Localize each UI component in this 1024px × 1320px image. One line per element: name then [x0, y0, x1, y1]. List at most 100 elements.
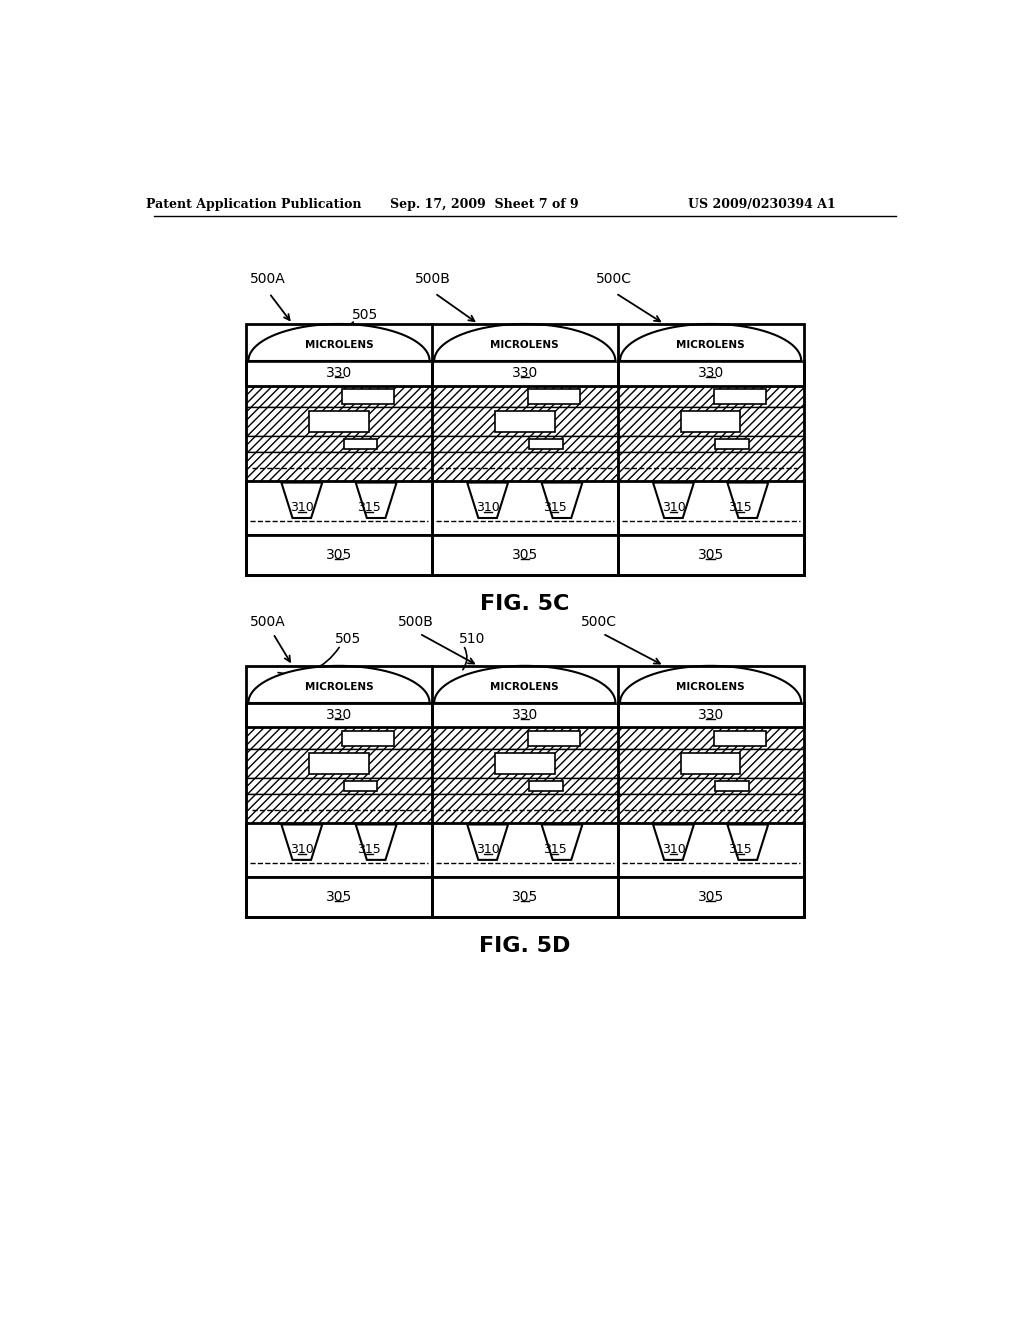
Bar	[246, 407, 432, 437]
Text: 305: 305	[697, 890, 724, 904]
Text: 305: 305	[326, 890, 352, 904]
Polygon shape	[542, 825, 583, 859]
Text: 510: 510	[460, 632, 485, 645]
Bar	[617, 360, 804, 385]
Text: US 2009/0230394 A1: US 2009/0230394 A1	[688, 198, 836, 211]
Text: 500B: 500B	[397, 615, 433, 628]
Bar	[617, 727, 804, 748]
Text: 330: 330	[326, 366, 352, 380]
Bar	[617, 822, 804, 876]
Text: 310: 310	[476, 843, 500, 857]
Text: 305: 305	[326, 548, 352, 562]
Text: MICROLENS: MICROLENS	[305, 341, 374, 350]
Bar	[432, 793, 617, 822]
Bar	[342, 731, 394, 746]
Text: 305: 305	[512, 890, 538, 904]
Text: Patent Application Publication: Patent Application Publication	[146, 198, 361, 211]
Bar	[617, 451, 804, 480]
Text: 310: 310	[476, 502, 500, 515]
Bar	[309, 412, 369, 432]
Polygon shape	[282, 825, 323, 859]
Bar	[529, 781, 563, 791]
Bar	[617, 437, 804, 451]
Polygon shape	[653, 483, 694, 517]
Bar	[432, 407, 617, 437]
Text: 310: 310	[290, 843, 313, 857]
Text: 330: 330	[512, 708, 538, 722]
Bar	[246, 323, 804, 576]
Bar	[309, 754, 369, 774]
Bar	[246, 451, 432, 480]
Text: 315: 315	[543, 843, 566, 857]
Text: 500C: 500C	[596, 272, 632, 286]
Text: 315: 315	[356, 502, 381, 515]
Polygon shape	[467, 825, 508, 859]
Text: 500A: 500A	[250, 615, 286, 628]
Bar	[495, 754, 555, 774]
Bar	[617, 748, 804, 779]
Bar	[714, 389, 766, 404]
Text: 315: 315	[543, 502, 566, 515]
Bar	[246, 702, 432, 727]
Text: 315: 315	[356, 843, 381, 857]
Text: 330: 330	[697, 708, 724, 722]
Polygon shape	[727, 483, 768, 517]
Bar	[617, 793, 804, 822]
Text: 330: 330	[512, 366, 538, 380]
Text: MICROLENS: MICROLENS	[676, 341, 744, 350]
Text: 500C: 500C	[581, 615, 616, 628]
Polygon shape	[727, 825, 768, 859]
Text: FIG. 5C: FIG. 5C	[480, 594, 569, 614]
Bar	[432, 480, 617, 535]
Bar	[617, 407, 804, 437]
Bar	[617, 779, 804, 793]
Polygon shape	[355, 483, 396, 517]
Bar	[529, 440, 563, 449]
Bar	[246, 437, 432, 451]
Bar	[528, 731, 580, 746]
Bar	[246, 665, 804, 917]
Bar	[715, 440, 749, 449]
Bar	[681, 754, 740, 774]
Bar	[432, 748, 617, 779]
Text: 310: 310	[662, 843, 685, 857]
Bar	[246, 535, 432, 576]
Text: 500A: 500A	[250, 272, 286, 286]
Bar	[246, 360, 432, 385]
Bar	[344, 781, 377, 791]
Text: MICROLENS: MICROLENS	[490, 341, 559, 350]
Text: MICROLENS: MICROLENS	[676, 682, 744, 692]
Bar	[495, 412, 555, 432]
Text: 505: 505	[335, 632, 360, 645]
Polygon shape	[467, 483, 508, 517]
Bar	[432, 876, 617, 917]
Bar	[432, 360, 617, 385]
Text: MICROLENS: MICROLENS	[490, 682, 559, 692]
Text: 315: 315	[728, 843, 753, 857]
Bar	[342, 389, 394, 404]
Bar	[681, 412, 740, 432]
Bar	[432, 385, 617, 407]
Polygon shape	[282, 483, 323, 517]
Text: FIG. 5D: FIG. 5D	[479, 936, 570, 956]
Polygon shape	[355, 825, 396, 859]
Text: 330: 330	[326, 708, 352, 722]
Bar	[617, 702, 804, 727]
Bar	[246, 822, 432, 876]
Bar	[432, 702, 617, 727]
Text: MICROLENS: MICROLENS	[305, 682, 374, 692]
Bar	[246, 779, 432, 793]
Bar	[432, 451, 617, 480]
Bar	[246, 480, 432, 535]
Text: 315: 315	[728, 502, 753, 515]
Text: 305: 305	[512, 548, 538, 562]
Text: 310: 310	[662, 502, 685, 515]
Text: 505: 505	[351, 308, 378, 322]
Bar	[246, 876, 432, 917]
Bar	[715, 781, 749, 791]
Text: 305: 305	[697, 548, 724, 562]
Bar	[246, 793, 432, 822]
Bar	[617, 876, 804, 917]
Bar	[617, 480, 804, 535]
Bar	[617, 385, 804, 407]
